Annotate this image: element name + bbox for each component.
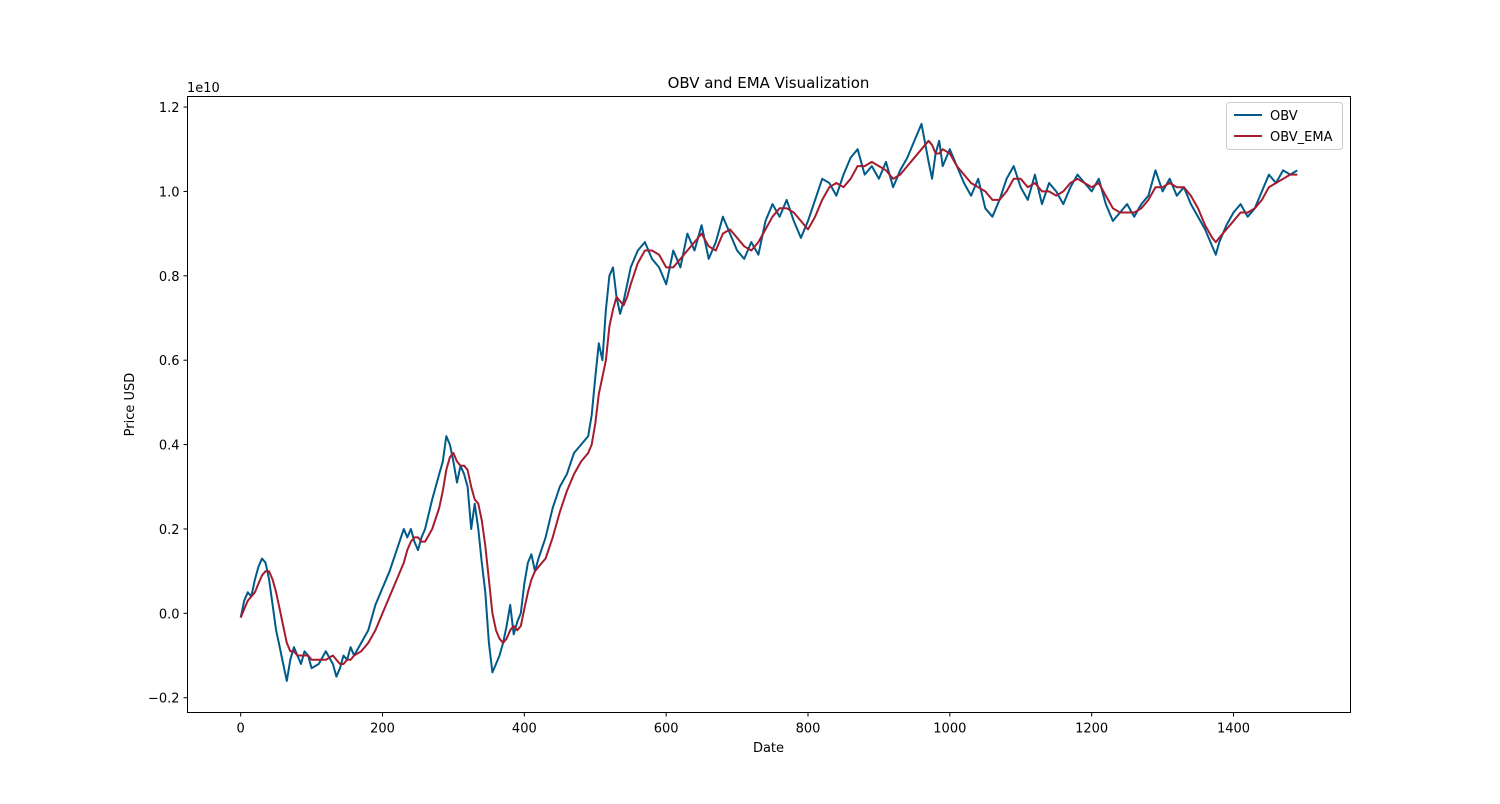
- legend-label-obv-ema: OBV_EMA: [1270, 130, 1333, 145]
- chart-title: OBV and EMA Visualization: [668, 74, 870, 92]
- y-axis-scale-label: 1e10: [187, 81, 220, 96]
- x-tick-label: 600: [654, 722, 679, 737]
- y-tick-label: 0.0: [159, 607, 180, 622]
- y-tick-label: 1.2: [159, 101, 180, 116]
- y-tick-label: 0.4: [159, 439, 180, 454]
- plot-area: [187, 96, 1351, 713]
- x-axis: 0 200 400 600 800 1000 1200 1400: [237, 712, 1250, 737]
- x-axis-label: Date: [753, 741, 784, 756]
- y-tick-label: 0.2: [159, 523, 180, 538]
- x-tick-label: 1000: [933, 722, 966, 737]
- y-tick-label: 0.8: [159, 270, 180, 285]
- legend-label-obv: OBV: [1270, 109, 1298, 124]
- x-tick-label: 200: [370, 722, 395, 737]
- series-line-obv: [239, 122, 1298, 682]
- plot-frame: [187, 96, 1351, 713]
- x-tick-label: 0: [237, 722, 245, 737]
- x-tick-label: 1400: [1217, 722, 1250, 737]
- y-tick-label: −0.2: [148, 692, 180, 707]
- x-tick-label: 800: [796, 722, 821, 737]
- series-layer: [239, 122, 1298, 682]
- y-axis: −0.2 0.0 0.2 0.4 0.6 0.8 1.0 1.2: [148, 101, 188, 707]
- y-tick-label: 1.0: [159, 185, 180, 200]
- x-tick-label: 1200: [1075, 722, 1108, 737]
- x-tick-label: 400: [512, 722, 537, 737]
- y-tick-label: 0.6: [159, 354, 180, 369]
- series-line-obv-ema: [239, 139, 1298, 665]
- legend: OBV OBV_EMA: [1226, 102, 1343, 150]
- y-axis-label: Price USD: [123, 373, 138, 437]
